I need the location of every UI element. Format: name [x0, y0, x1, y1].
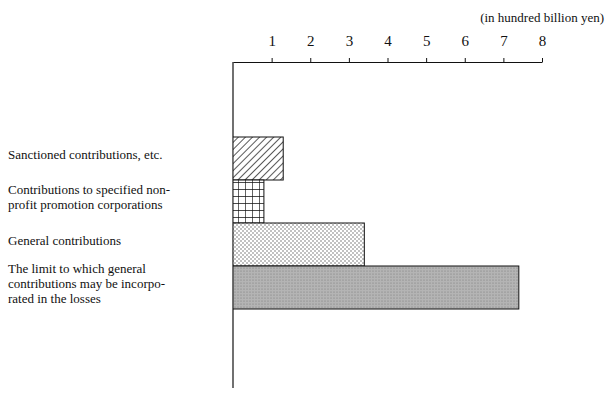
- bar: [233, 266, 519, 309]
- x-tick: 2: [307, 33, 315, 62]
- x-tick-mark: [465, 58, 466, 62]
- axis-title: (in hundred billion yen): [480, 10, 604, 25]
- bar: [233, 180, 264, 223]
- x-tick-label: 5: [423, 33, 431, 49]
- x-tick-mark: [272, 58, 273, 62]
- category-label: The limit to which generalcontributions …: [8, 261, 165, 306]
- x-tick-mark: [349, 58, 350, 62]
- x-tick: 1: [268, 33, 276, 62]
- x-tick-mark: [426, 58, 427, 62]
- x-tick-label: 8: [539, 33, 547, 49]
- x-tick-label: 6: [462, 33, 470, 49]
- x-tick-label: 3: [346, 33, 354, 49]
- bar: [233, 223, 364, 266]
- x-axis: 1 2 3 4 5 6 7 8: [234, 33, 547, 63]
- x-tick-mark: [388, 58, 389, 62]
- x-tick-label: 7: [500, 33, 508, 49]
- x-tick: 8: [539, 33, 547, 62]
- x-tick: 4: [384, 33, 392, 62]
- x-tick-label: 2: [307, 33, 315, 49]
- bars: [233, 137, 519, 309]
- x-tick-mark: [503, 58, 504, 62]
- bar: [233, 137, 283, 180]
- x-tick: 6: [462, 33, 470, 62]
- x-tick-mark: [542, 58, 543, 62]
- x-tick: 7: [500, 33, 508, 62]
- x-tick-label: 4: [384, 33, 392, 49]
- x-tick: 5: [423, 33, 431, 62]
- category-label: General contributions: [8, 233, 121, 248]
- x-tick-label: 1: [268, 33, 276, 49]
- x-tick: 3: [346, 33, 354, 62]
- x-tick-mark: [310, 58, 311, 62]
- category-label: Contributions to specified non-profit pr…: [8, 182, 170, 212]
- category-label: Sanctioned contributions, etc.: [8, 147, 163, 162]
- x-axis-line: [234, 62, 543, 63]
- chart: 1 2 3 4 5 6 7 8 (in hundred billion yen) Sanction…: [0, 0, 616, 403]
